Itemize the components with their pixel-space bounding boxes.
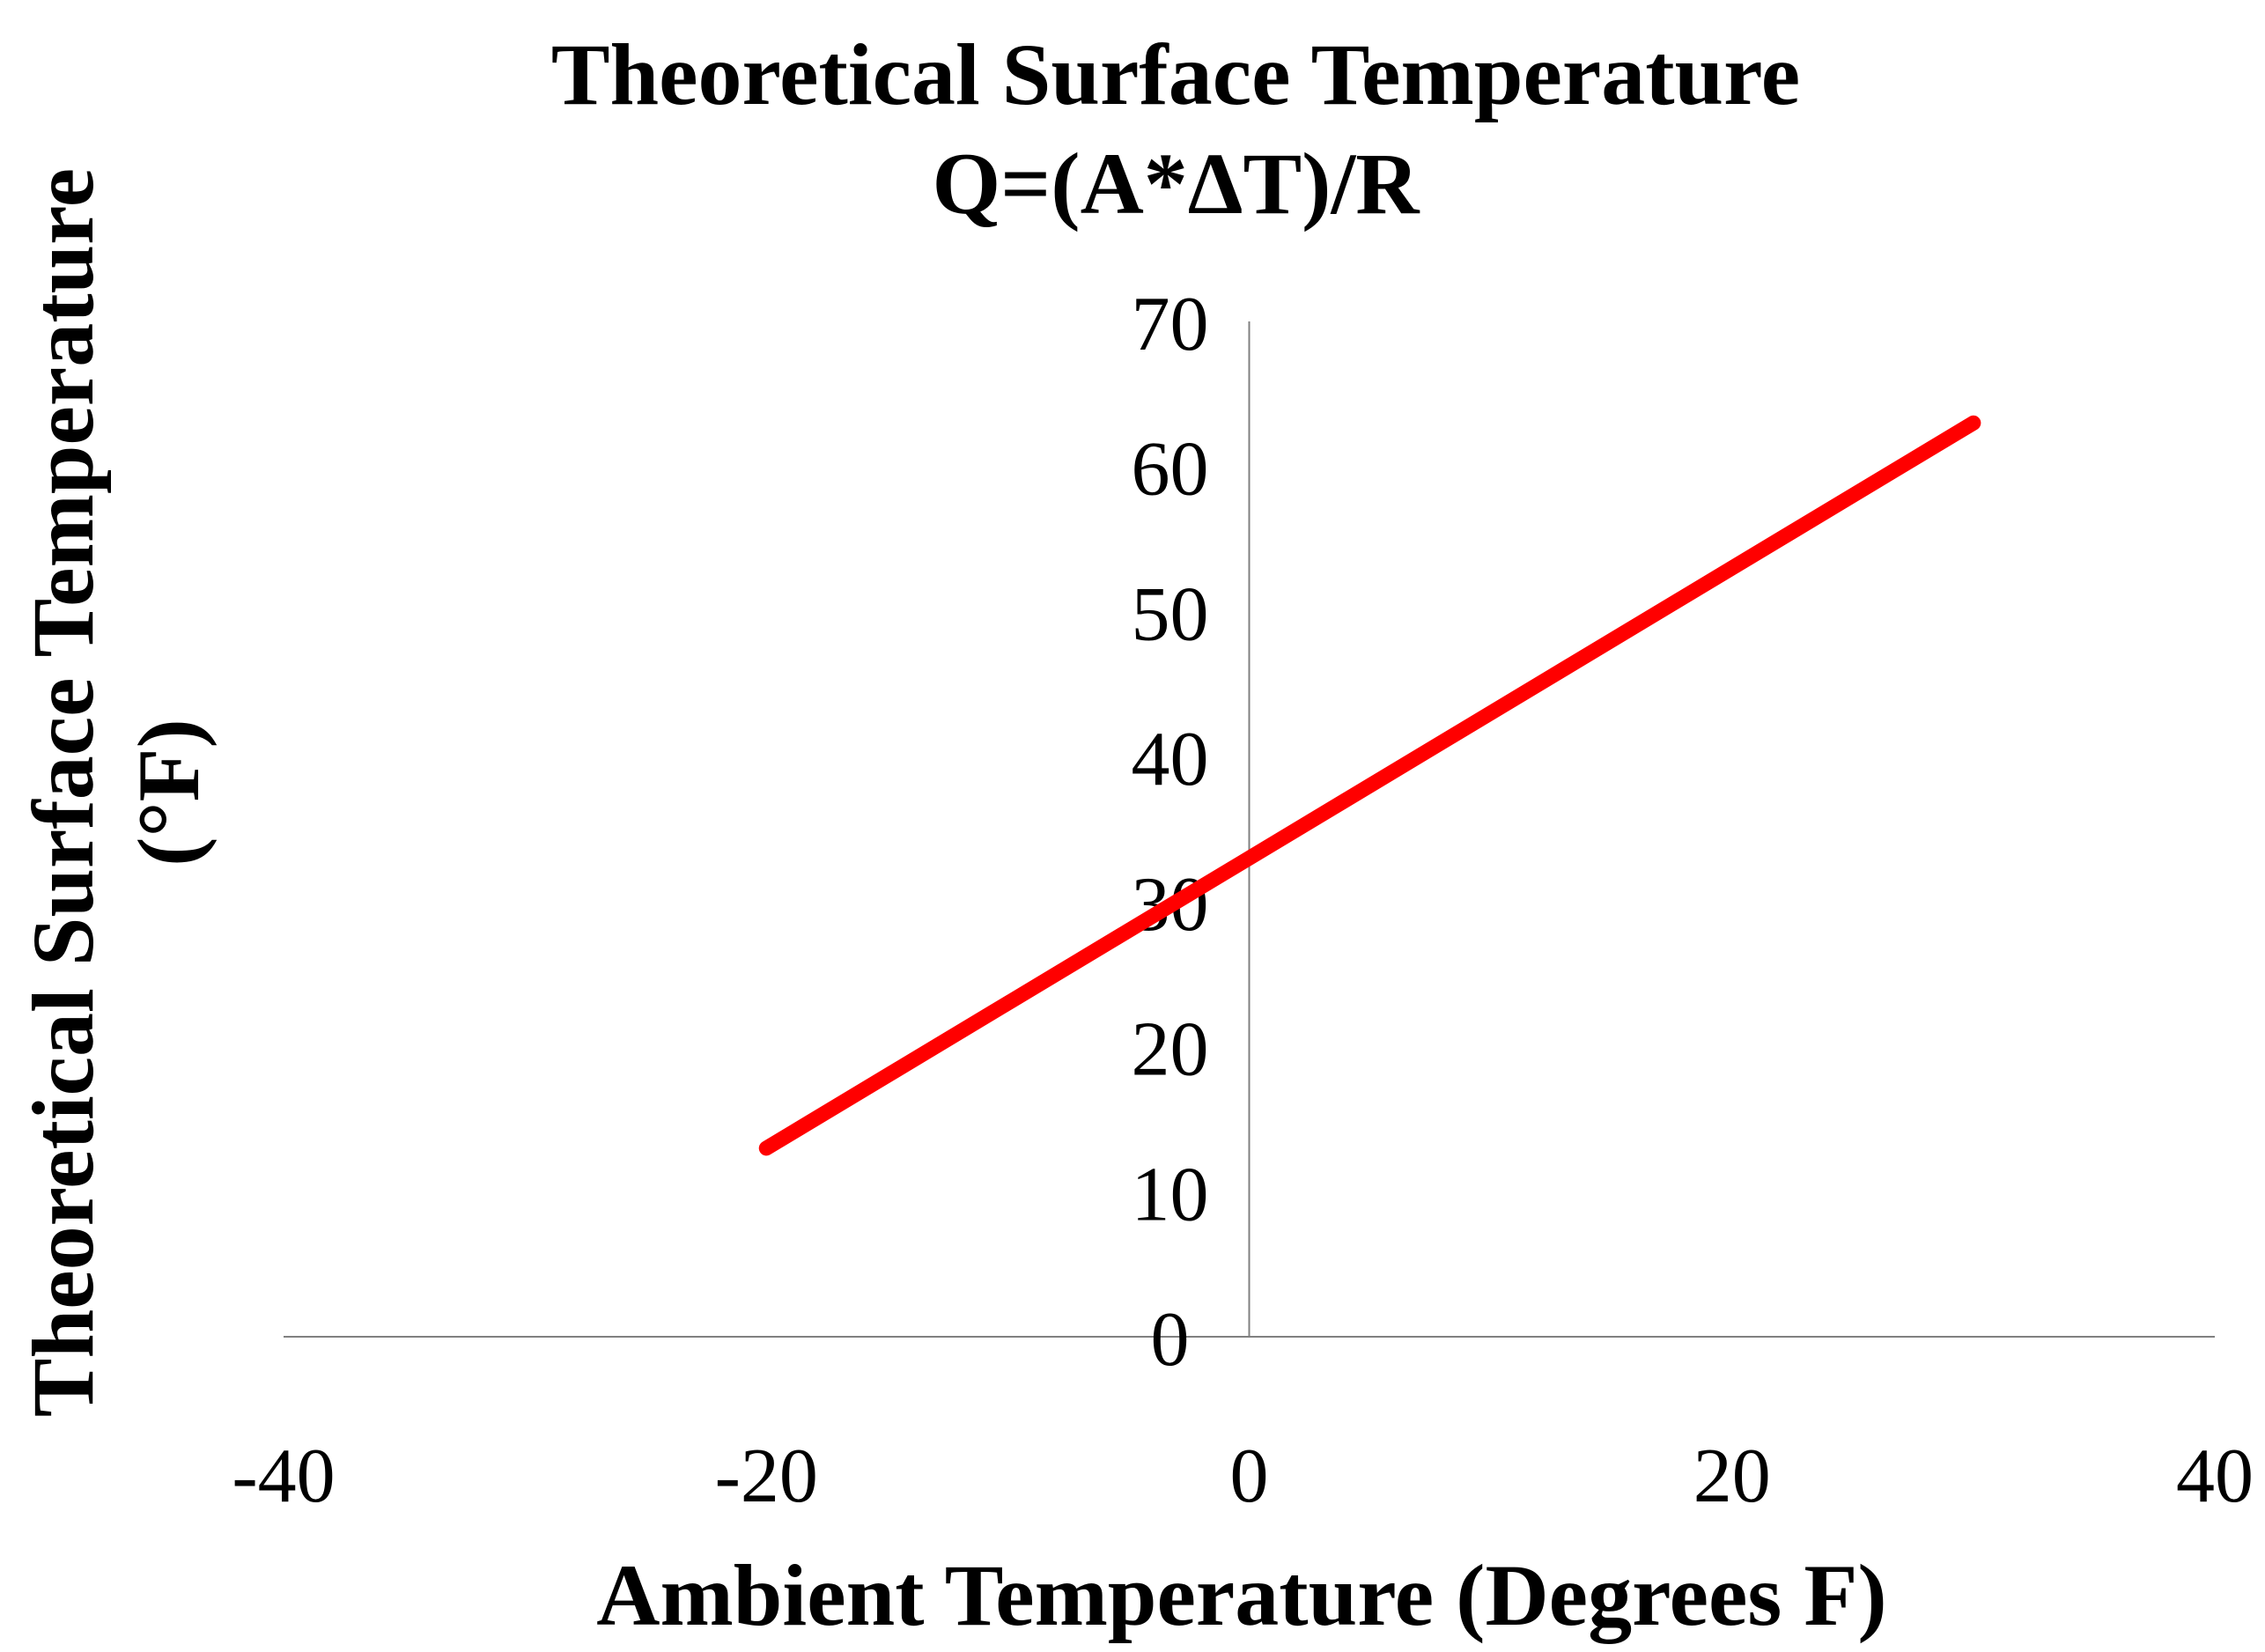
x-tick-label: -20 (715, 1434, 818, 1519)
series-layer (758, 415, 1981, 1156)
y-tick-label: 20 (1132, 1007, 1209, 1093)
y-tick-label: 60 (1132, 427, 1209, 513)
x-tick-label: -40 (232, 1434, 335, 1519)
series-line (758, 415, 1981, 1156)
chart-title-line-1: Theoretical Surface Temperature (551, 26, 1800, 123)
x-tick-label: 20 (1693, 1434, 1771, 1519)
y-axis-title: Theoretical Surface Temperature (°F) (14, 168, 218, 1417)
y-axis-title-line-2: (°F) (120, 719, 218, 867)
x-axis-title: Ambient Temperature (Degrees F) (596, 1546, 1886, 1644)
chart-title-line-2: Q=(A*ΔT)/R (933, 135, 1421, 232)
y-axis-title-line-1: Theoretical Surface Temperature (14, 168, 112, 1417)
y-tick-label: 70 (1132, 282, 1209, 367)
y-tick-label: 0 (1151, 1297, 1190, 1383)
y-tick-label: 10 (1132, 1152, 1209, 1237)
axes (284, 321, 2215, 1338)
y-tick-label: 40 (1132, 717, 1209, 802)
x-tick-labels: -40 -20 0 20 40 (232, 1434, 2254, 1519)
x-tick-label: 40 (2176, 1434, 2254, 1519)
x-tick-label: 0 (1230, 1434, 1269, 1519)
y-tick-label: 50 (1132, 572, 1209, 657)
